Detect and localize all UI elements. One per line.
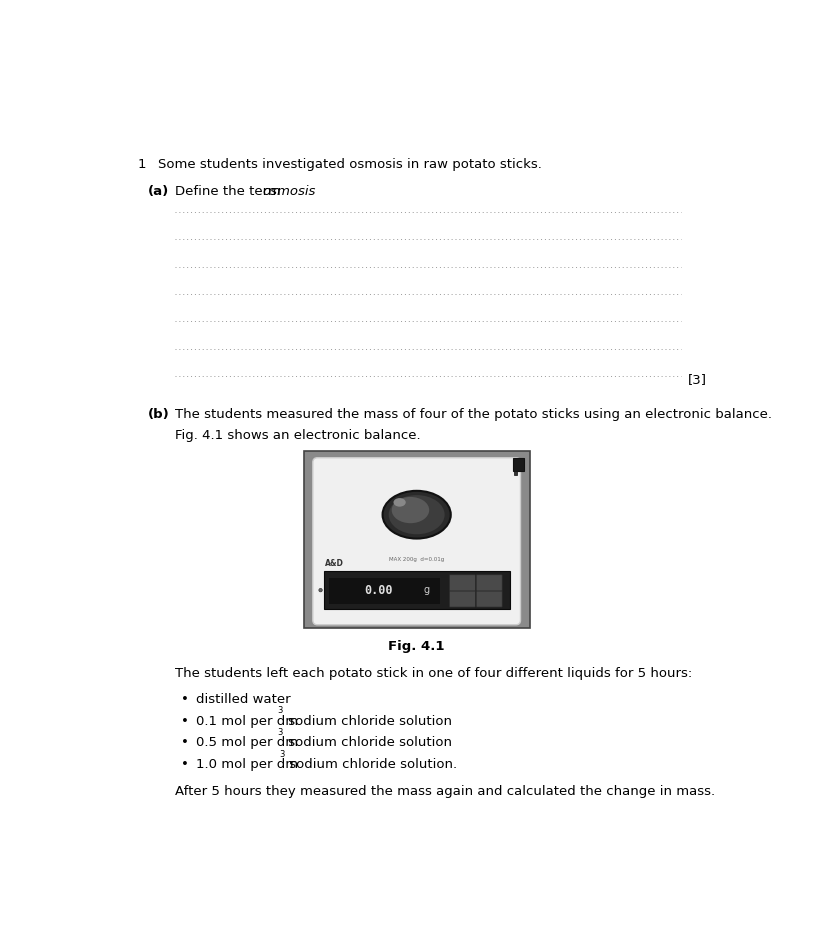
Ellipse shape [389,495,445,534]
Bar [328,577,440,604]
Text: 0.00: 0.00 [364,584,393,597]
Text: Fig. 4.1: Fig. 4.1 [389,640,445,653]
Text: g: g [424,586,429,595]
Text: .: . [298,185,302,198]
Text: •: • [180,692,189,706]
Text: Fig. 4.1 shows an electronic balance.: Fig. 4.1 shows an electronic balance. [176,429,421,442]
Text: 3: 3 [277,706,283,715]
Text: The students left each potato stick in one of four different liquids for 5 hours: The students left each potato stick in o… [176,667,693,680]
Bar [324,570,510,609]
Text: sodium chloride solution: sodium chloride solution [284,736,452,749]
Text: MAX 200g  d=0.01g: MAX 200g d=0.01g [389,556,444,562]
FancyBboxPatch shape [313,458,520,624]
Text: A&D: A&D [325,559,344,568]
Ellipse shape [383,491,450,538]
Text: After 5 hours they measured the mass again and calculated the change in mass.: After 5 hours they measured the mass aga… [176,785,715,798]
Text: 0.5 mol per dm: 0.5 mol per dm [196,736,298,749]
Bar [303,451,530,628]
Text: •: • [180,714,189,727]
Text: (b): (b) [148,408,170,421]
Text: (a): (a) [148,185,169,198]
Bar [515,471,517,476]
Text: •: • [180,736,189,749]
Text: osmosis: osmosis [262,185,315,198]
Text: 3: 3 [277,728,283,737]
FancyBboxPatch shape [450,575,476,591]
FancyBboxPatch shape [450,591,476,607]
Ellipse shape [393,499,406,507]
Text: The students measured the mass of four of the potato sticks using an electronic : The students measured the mass of four o… [176,408,772,421]
Text: sodium chloride solution.: sodium chloride solution. [285,759,458,771]
FancyBboxPatch shape [476,591,502,607]
Text: [3]: [3] [689,373,707,386]
Text: 1: 1 [138,158,146,171]
Ellipse shape [392,497,429,523]
Text: Some students investigated osmosis in raw potato sticks.: Some students investigated osmosis in ra… [159,158,542,171]
Text: distilled water: distilled water [196,692,291,706]
Text: sodium chloride solution: sodium chloride solution [284,714,452,727]
Text: Define the term: Define the term [176,185,285,198]
Text: •: • [180,759,189,771]
FancyBboxPatch shape [476,575,502,591]
Text: 3: 3 [279,750,285,759]
Text: 0.1 mol per dm: 0.1 mol per dm [196,714,298,727]
Bar [513,458,524,471]
Text: 1.0 mol per dm: 1.0 mol per dm [196,759,298,771]
Circle shape [319,588,322,592]
